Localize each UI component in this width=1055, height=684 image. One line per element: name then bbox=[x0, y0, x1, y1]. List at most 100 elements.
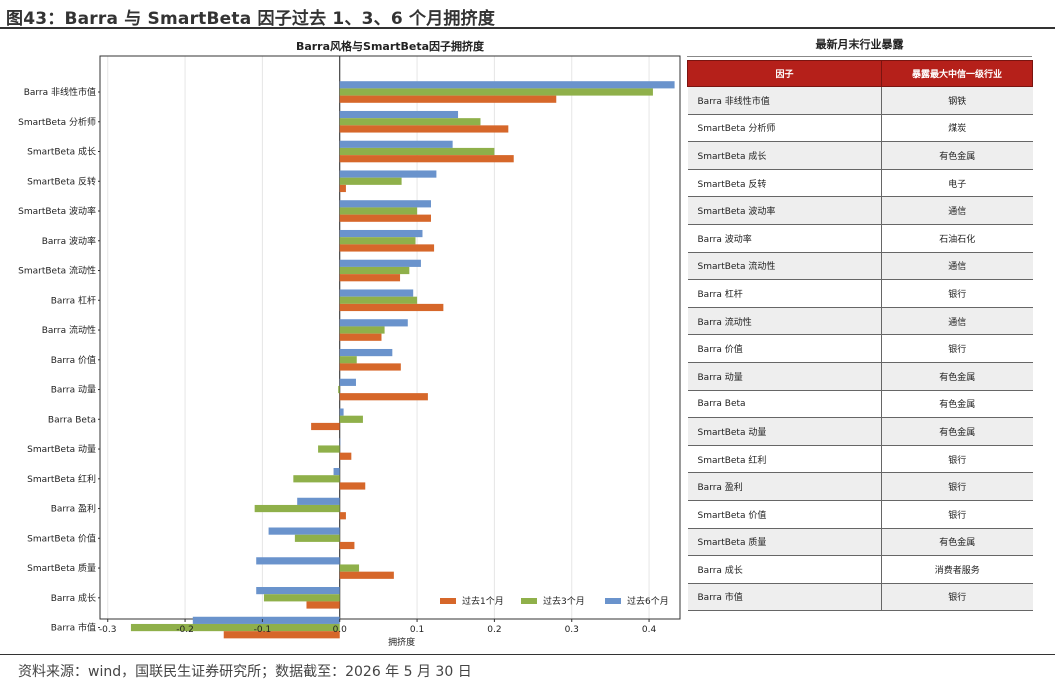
table-row: Barra Beta 有色金属 bbox=[687, 389, 1033, 419]
industry-cell: 石油石化 bbox=[881, 223, 1033, 253]
factor-cell: Barra 动量 bbox=[687, 361, 882, 391]
bar-6m bbox=[339, 348, 393, 357]
header-industry: 暴露最大中信一级行业 bbox=[881, 60, 1033, 87]
category-label: Barra 动量 bbox=[51, 385, 96, 396]
legend-swatch bbox=[440, 598, 456, 604]
legend-label: 过去6个月 bbox=[627, 595, 669, 607]
x-tick-label: -0.3 bbox=[99, 625, 117, 635]
bar-6m bbox=[339, 438, 341, 446]
table-row: SmartBeta 价值 银行 bbox=[687, 499, 1033, 529]
table-row: Barra 动量 有色金属 bbox=[687, 361, 1033, 391]
industry-cell: 银行 bbox=[881, 444, 1033, 474]
table-row: Barra 波动率 石油石化 bbox=[687, 223, 1033, 253]
bar-3m bbox=[339, 237, 416, 245]
industry-cell: 有色金属 bbox=[881, 141, 1033, 170]
factor-cell: SmartBeta 分析师 bbox=[687, 113, 882, 143]
table-row: SmartBeta 成长 有色金属 bbox=[687, 141, 1033, 170]
bar-1m bbox=[339, 512, 346, 520]
factor-cell: Barra Beta bbox=[687, 389, 882, 419]
category-label: SmartBeta 波动率 bbox=[18, 205, 96, 217]
table-row: Barra 价值 银行 bbox=[687, 334, 1033, 363]
x-tick-label: 0.3 bbox=[565, 625, 579, 635]
bar-3m bbox=[339, 88, 653, 96]
industry-cell: 银行 bbox=[881, 334, 1033, 363]
factor-cell: Barra 杠杆 bbox=[687, 279, 882, 308]
bar-6m bbox=[339, 229, 423, 238]
factor-cell: SmartBeta 成长 bbox=[687, 141, 882, 170]
bar-3m bbox=[339, 177, 402, 185]
industry-cell: 钢铁 bbox=[881, 86, 1033, 115]
factor-cell: Barra 价值 bbox=[687, 334, 882, 363]
bar-6m bbox=[192, 616, 340, 624]
bar-6m bbox=[339, 170, 437, 178]
bar-6m bbox=[339, 408, 344, 416]
factor-cell: Barra 非线性市值 bbox=[687, 86, 882, 115]
crowding-bar-chart: Barra 非线性市值 SmartBeta 分析师 SmartBeta 成长 Smar… bbox=[18, 55, 681, 648]
factor-cell: Barra 市值 bbox=[687, 582, 882, 612]
bar-3m bbox=[339, 207, 418, 215]
category-label: SmartBeta 反转 bbox=[27, 175, 96, 187]
factor-cell: Barra 盈利 bbox=[687, 472, 882, 501]
bar-1m bbox=[339, 541, 355, 550]
industry-cell: 有色金属 bbox=[881, 389, 1033, 419]
title-rule bbox=[0, 27, 1055, 29]
bar-3m bbox=[339, 266, 410, 275]
category-label: Barra 波动率 bbox=[42, 235, 96, 247]
bar-3m bbox=[254, 504, 340, 513]
bar-6m bbox=[268, 527, 340, 535]
bar-6m bbox=[339, 319, 408, 327]
table-row: SmartBeta 分析师 煤炭 bbox=[687, 113, 1033, 143]
bar-1m bbox=[339, 125, 509, 133]
category-label: Barra 杠杆 bbox=[51, 294, 96, 306]
x-axis-label: 拥挤度 bbox=[388, 636, 415, 648]
bar-1m bbox=[339, 303, 444, 312]
industry-cell: 电子 bbox=[881, 168, 1033, 198]
table-row: SmartBeta 质量 有色金属 bbox=[687, 527, 1033, 557]
category-label: SmartBeta 动量 bbox=[27, 444, 96, 455]
bar-6m bbox=[339, 110, 459, 119]
category-label: SmartBeta 红利 bbox=[27, 473, 96, 485]
table-row: Barra 市值 银行 bbox=[687, 582, 1033, 612]
industry-cell: 有色金属 bbox=[881, 361, 1033, 391]
industry-cell: 通信 bbox=[881, 251, 1033, 281]
industry-cell: 有色金属 bbox=[881, 417, 1033, 446]
bar-1m bbox=[339, 452, 352, 460]
source-note: 资料来源：wind，国联民生证券研究所；数据截至：2026 年 5 月 30 日 bbox=[18, 664, 472, 680]
industry-exposure-table: 因子 暴露最大中信一级行业 Barra 非线性市值 钢铁 SmartBeta 分析师… bbox=[687, 60, 1033, 612]
bar-3m bbox=[339, 118, 481, 126]
bar-3m bbox=[339, 415, 363, 423]
category-label: SmartBeta 质量 bbox=[27, 562, 96, 574]
bar-6m bbox=[339, 140, 453, 148]
bar-1m bbox=[223, 631, 340, 639]
x-tick-label: -0.1 bbox=[254, 625, 272, 635]
table-row: Barra 流动性 通信 bbox=[687, 306, 1033, 336]
bar-3m bbox=[339, 296, 418, 304]
factor-cell: SmartBeta 反转 bbox=[687, 168, 882, 198]
plot-frame bbox=[99, 55, 681, 620]
bar-1m bbox=[339, 363, 401, 371]
category-label: Barra 非线性市值 bbox=[24, 86, 96, 98]
bar-6m bbox=[339, 200, 431, 208]
bar-1m bbox=[339, 393, 428, 401]
factor-cell: SmartBeta 动量 bbox=[687, 417, 882, 446]
header-factor: 因子 bbox=[687, 60, 882, 87]
factor-cell: SmartBeta 波动率 bbox=[687, 196, 882, 225]
industry-cell: 消费者服务 bbox=[881, 555, 1033, 584]
industry-cell: 通信 bbox=[881, 306, 1033, 336]
bar-3m bbox=[130, 623, 340, 632]
bar-6m bbox=[297, 497, 340, 505]
category-label: Barra 市值 bbox=[51, 622, 96, 634]
table-row: SmartBeta 反转 电子 bbox=[687, 168, 1033, 198]
bar-6m bbox=[339, 289, 414, 297]
bar-1m bbox=[339, 155, 514, 163]
x-tick-label: 0.0 bbox=[333, 625, 348, 635]
bar-1m bbox=[339, 333, 382, 341]
factor-cell: SmartBeta 红利 bbox=[687, 444, 882, 474]
legend-label: 过去1个月 bbox=[462, 595, 504, 607]
industry-cell: 煤炭 bbox=[881, 113, 1033, 143]
table-row: SmartBeta 动量 有色金属 bbox=[687, 417, 1033, 446]
table-row: Barra 杠杆 银行 bbox=[687, 279, 1033, 308]
bar-1m bbox=[339, 214, 431, 222]
table-row: Barra 成长 消费者服务 bbox=[687, 555, 1033, 584]
factor-cell: Barra 成长 bbox=[687, 555, 882, 584]
